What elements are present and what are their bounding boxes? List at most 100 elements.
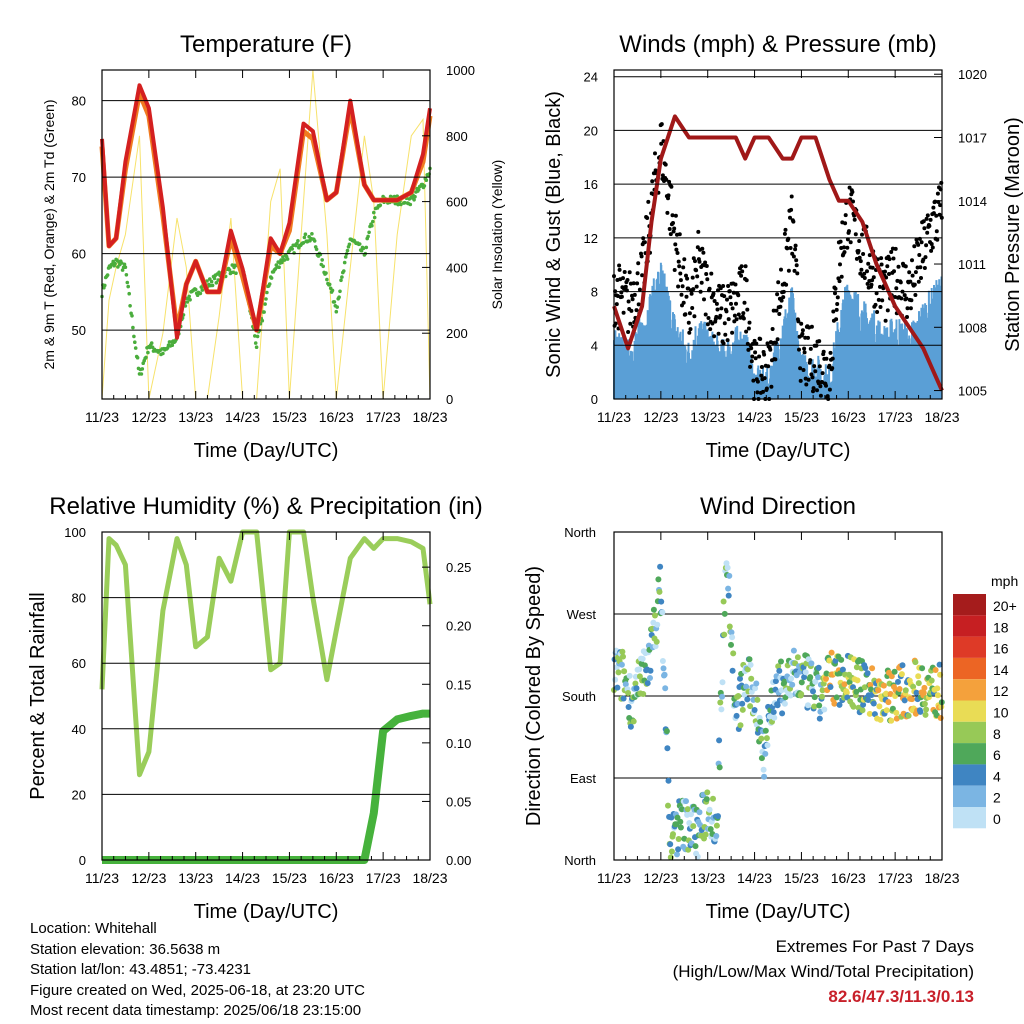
direction-point <box>778 658 784 665</box>
gust-point <box>800 328 805 333</box>
gust-point <box>742 300 747 305</box>
dewpoint-point <box>378 203 383 207</box>
direction-point <box>771 714 778 721</box>
dewpoint-point <box>320 258 325 262</box>
gust-point <box>862 271 867 276</box>
direction-point <box>833 694 840 701</box>
direction-point <box>728 629 735 636</box>
legend-label: 0 <box>993 811 1001 827</box>
gust-point <box>741 316 746 321</box>
dewpoint-point <box>255 334 260 339</box>
gust-point <box>677 264 682 269</box>
gust-point <box>928 217 933 222</box>
direction-point <box>647 667 654 674</box>
legend-swatch <box>953 764 986 786</box>
legend-label: 12 <box>993 683 1009 699</box>
panel-title: Wind Direction <box>700 493 856 520</box>
gust-point <box>845 245 850 250</box>
direction-point <box>683 798 689 805</box>
gust-point <box>862 276 867 280</box>
direction-point <box>865 697 872 703</box>
gust-point <box>778 304 783 309</box>
direction-point <box>760 766 767 773</box>
gust-point <box>861 252 866 256</box>
dewpoint-point <box>123 265 128 270</box>
direction-point <box>739 706 746 713</box>
direction-point <box>621 668 628 675</box>
gust-point <box>724 309 729 314</box>
dewpoint-point <box>347 242 352 247</box>
x-tick-label: 18/23 <box>412 409 447 425</box>
gust-point <box>635 271 640 276</box>
dewpoint-point <box>200 288 205 292</box>
gust-point <box>745 307 750 312</box>
direction-point <box>823 675 829 682</box>
x-tick-label: 16/23 <box>319 409 354 425</box>
gust-point <box>746 326 751 331</box>
gust-point <box>741 311 746 316</box>
dewpoint-point <box>281 255 285 259</box>
gust-point <box>878 305 883 309</box>
gust-point <box>847 185 852 190</box>
dewpoint-point <box>212 276 217 281</box>
dewpoint-point <box>417 187 421 192</box>
gust-point <box>739 273 744 278</box>
gust-point <box>749 359 754 364</box>
gust-point <box>833 286 838 291</box>
gust-point <box>850 190 855 194</box>
direction-point <box>726 623 733 630</box>
x-tick-label: 12/23 <box>131 409 166 425</box>
direction-point <box>839 666 846 673</box>
direction-point <box>823 670 830 677</box>
gust-point <box>848 240 853 245</box>
dewpoint-point <box>113 261 117 266</box>
dewpoint-point <box>132 334 136 339</box>
gust-point <box>764 386 769 391</box>
direction-point <box>764 742 771 749</box>
direction-point <box>937 715 944 721</box>
dewpoint-point <box>359 248 364 253</box>
direction-point <box>919 665 926 672</box>
gust-point <box>751 378 756 383</box>
gust-point <box>835 295 840 300</box>
gust-point <box>931 211 936 216</box>
direction-point <box>815 674 822 681</box>
gust-point <box>784 282 789 287</box>
direction-point <box>812 678 819 685</box>
dewpoint-point <box>345 248 350 253</box>
gust-point <box>884 275 889 280</box>
direction-point <box>893 715 900 722</box>
direction-point <box>831 700 838 707</box>
dewpoint-point <box>408 202 413 207</box>
gust-point <box>688 327 693 332</box>
gust-point <box>776 280 781 285</box>
dewpoint-point <box>340 275 344 279</box>
direction-point <box>735 693 742 699</box>
gust-point <box>842 245 846 250</box>
direction-point <box>665 802 671 809</box>
gust-point <box>768 347 773 352</box>
dewpoint-point <box>412 198 416 202</box>
direction-point <box>922 711 929 718</box>
gust-point <box>743 264 748 269</box>
direction-point <box>725 585 732 592</box>
gust-point <box>809 372 814 377</box>
gust-point <box>696 229 701 234</box>
y-axis-label: 2m & 9m T (Red, Orange) & 2m Td (Green) <box>41 100 57 370</box>
gust-point <box>924 243 929 248</box>
direction-point <box>741 691 748 698</box>
gust-point <box>660 173 665 178</box>
gust-point <box>773 357 778 362</box>
gust-point <box>887 272 891 276</box>
gust-point <box>818 393 823 398</box>
y2-tick-label: 0.10 <box>446 736 471 751</box>
gust-point <box>811 389 815 394</box>
x-tick-label: 15/23 <box>784 409 819 425</box>
direction-point <box>636 666 643 673</box>
direction-point <box>898 671 905 678</box>
x-axis-label: Time (Day/UTC) <box>194 440 339 462</box>
gust-point <box>613 321 618 326</box>
direction-point <box>658 598 665 605</box>
gust-point <box>683 312 688 317</box>
direction-point <box>789 681 796 688</box>
